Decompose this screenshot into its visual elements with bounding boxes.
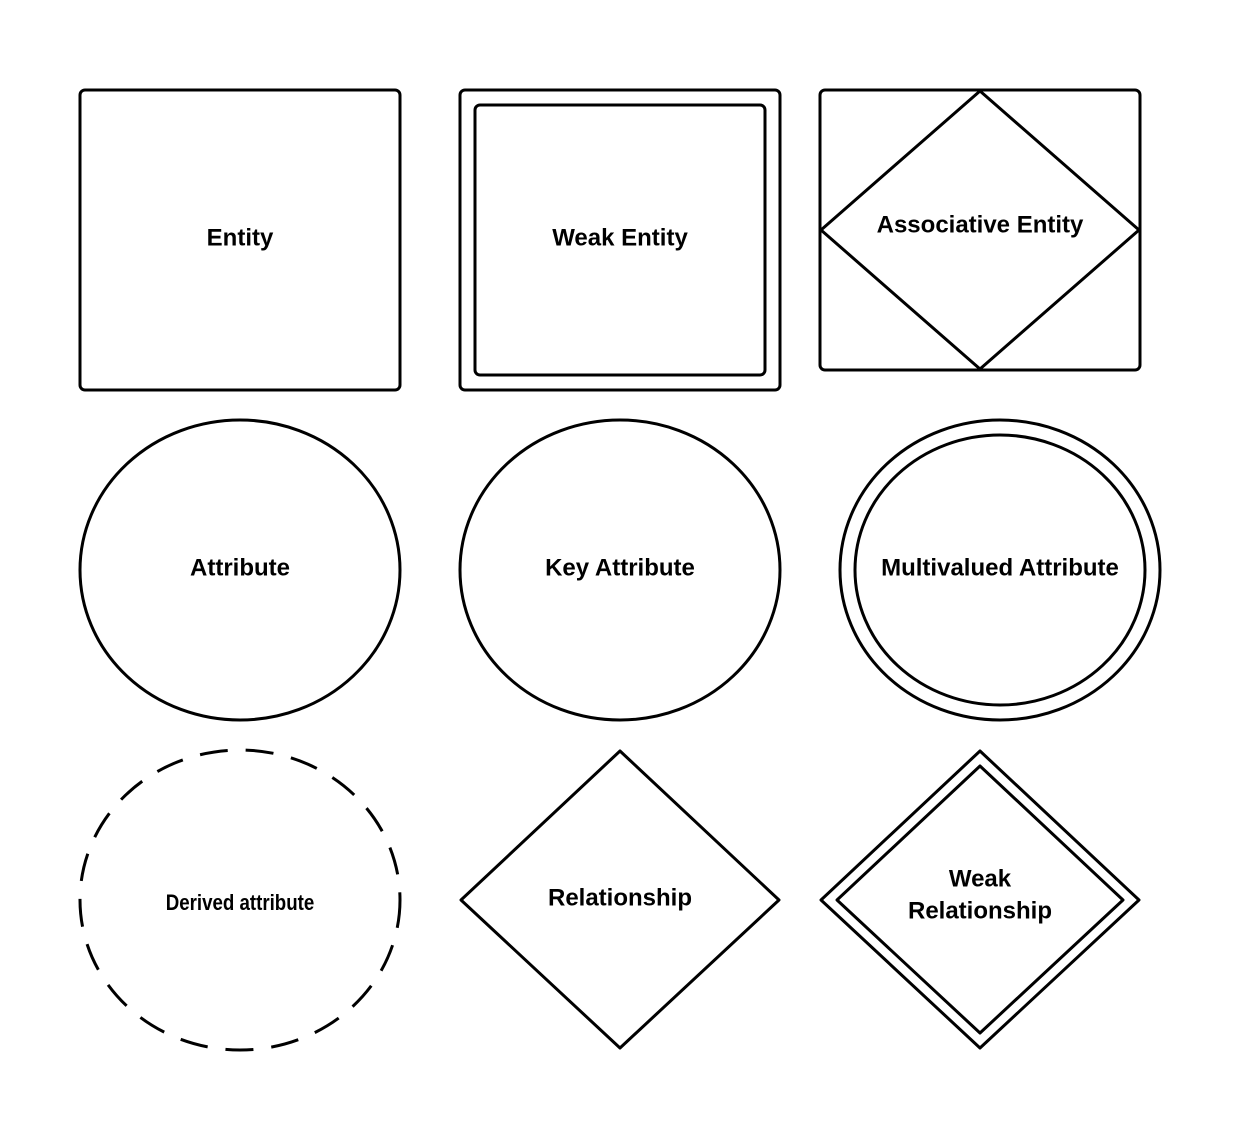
weak-entity-inner-rectangle [473, 103, 767, 377]
derived-attribute-label: Derived attribute [166, 891, 315, 915]
multivalued-attribute-shape[interactable]: Multivalued Attribute [838, 418, 1162, 722]
key-attribute-label: Key Attribute [545, 554, 695, 581]
weak-relationship-label-line2: Relationship [908, 897, 1052, 924]
associative-entity-shape[interactable]: Associative Entity [818, 88, 1142, 372]
multivalued-attribute-label: Multivalued Attribute [881, 554, 1119, 581]
associative-entity-label: Associative Entity [877, 211, 1084, 238]
attribute-label: Attribute [190, 554, 290, 581]
entity-label: Entity [207, 224, 274, 251]
relationship-shape[interactable]: Relationship [459, 749, 781, 1050]
relationship-label: Relationship [548, 884, 692, 911]
associative-entity-diamond [819, 89, 1141, 371]
derived-attribute-dashed-ellipse [78, 748, 402, 1052]
weak-relationship-label-line1: Weak [949, 865, 1012, 892]
attribute-ellipse [78, 418, 402, 722]
multivalued-attribute-inner-ellipse [853, 433, 1147, 707]
attribute-shape[interactable]: Attribute [78, 418, 402, 722]
relationship-diamond [459, 749, 781, 1050]
weak-entity-shape[interactable]: Weak Entity [458, 88, 782, 392]
entity-shape[interactable]: Entity [78, 88, 402, 392]
key-attribute-shape[interactable]: Key Attribute [458, 418, 782, 722]
derived-attribute-shape[interactable]: Derived attribute [78, 748, 402, 1052]
entity-rectangle [78, 88, 402, 392]
key-attribute-ellipse [458, 418, 782, 722]
weak-entity-label: Weak Entity [552, 224, 688, 251]
weak-relationship-inner-diamond [835, 764, 1125, 1035]
weak-relationship-shape[interactable]: Weak Relationship [819, 749, 1141, 1050]
